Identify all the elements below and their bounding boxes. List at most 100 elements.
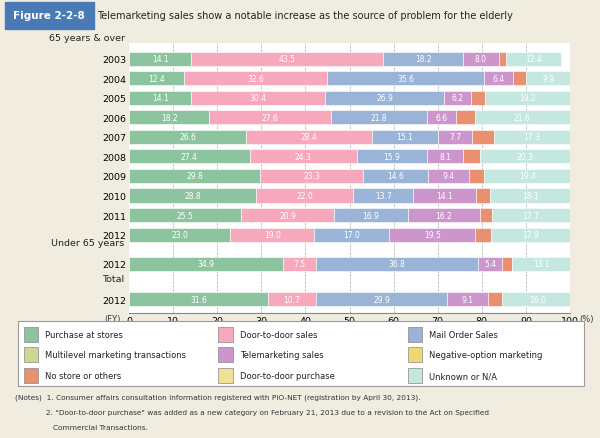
Bar (191, 53, 383, 67)
Text: 16.2: 16.2 (436, 211, 452, 220)
Bar (448, 293, 488, 307)
Bar (512, 258, 570, 272)
Bar (283, 258, 316, 272)
Bar (472, 131, 494, 145)
Bar (316, 258, 478, 272)
Bar (247, 131, 371, 145)
Bar (363, 170, 428, 184)
Bar (413, 189, 476, 203)
Text: 6.4: 6.4 (493, 74, 505, 83)
Bar (427, 150, 463, 164)
Text: 12.4: 12.4 (526, 55, 542, 64)
Text: 22.0: 22.0 (296, 191, 313, 201)
Bar (481, 150, 570, 164)
Text: 12.4: 12.4 (148, 74, 165, 83)
Text: 7.5: 7.5 (293, 260, 305, 269)
Text: 26.6: 26.6 (179, 133, 196, 142)
Bar (427, 111, 456, 125)
Text: 15.9: 15.9 (383, 152, 400, 162)
Bar (268, 293, 316, 307)
Text: 8.0: 8.0 (475, 55, 487, 64)
Bar (314, 228, 389, 242)
Bar (407, 327, 422, 342)
Text: Unknown or N/A: Unknown or N/A (429, 371, 497, 381)
Text: 10.7: 10.7 (284, 295, 301, 304)
Bar (5, 3, 94, 30)
Bar (129, 189, 256, 203)
Bar (494, 131, 570, 145)
Bar (512, 72, 526, 86)
Bar (444, 92, 471, 106)
Text: 27.6: 27.6 (262, 113, 278, 123)
Bar (463, 53, 499, 67)
Bar (479, 208, 492, 223)
Text: 25.5: 25.5 (177, 211, 194, 220)
Text: 28.8: 28.8 (184, 191, 201, 201)
Text: (%): (%) (579, 314, 593, 323)
Bar (129, 150, 250, 164)
Bar (250, 150, 357, 164)
Bar (407, 369, 422, 384)
Bar (502, 258, 512, 272)
Bar (241, 208, 334, 223)
Text: 19.2: 19.2 (519, 94, 536, 103)
Bar (469, 170, 484, 184)
Bar (129, 53, 191, 67)
Text: 27.4: 27.4 (181, 152, 198, 162)
Bar (475, 111, 570, 125)
Bar (491, 228, 570, 242)
Text: 20.3: 20.3 (517, 152, 533, 162)
Text: 13.1: 13.1 (533, 260, 550, 269)
Text: 14.1: 14.1 (152, 55, 169, 64)
Text: Mail Order Sales: Mail Order Sales (429, 330, 497, 339)
Text: Negative-option marketing: Negative-option marketing (429, 350, 542, 360)
Bar (218, 327, 233, 342)
Bar (490, 189, 570, 203)
Bar (383, 53, 463, 67)
Text: 19.4: 19.4 (519, 172, 536, 181)
Text: 2. "Door-to-door purchase" was added as a new category on February 21, 2013 due : 2. "Door-to-door purchase" was added as … (15, 409, 489, 415)
Text: 36.8: 36.8 (389, 260, 406, 269)
Text: 30.4: 30.4 (250, 94, 267, 103)
Text: 35.6: 35.6 (397, 74, 415, 83)
Bar (485, 92, 570, 106)
Text: 18.1: 18.1 (522, 191, 538, 201)
Bar (478, 258, 502, 272)
Bar (129, 111, 209, 125)
Bar (129, 208, 241, 223)
Text: 17.3: 17.3 (523, 133, 540, 142)
Text: 24.3: 24.3 (295, 152, 312, 162)
Bar (23, 369, 38, 384)
Text: 29.9: 29.9 (373, 295, 390, 304)
Text: 23.3: 23.3 (304, 172, 320, 181)
Bar (499, 53, 506, 67)
Text: 5.4: 5.4 (484, 260, 496, 269)
Bar (23, 348, 38, 363)
Text: 19.5: 19.5 (424, 230, 440, 240)
Text: 14.1: 14.1 (436, 191, 453, 201)
Bar (230, 228, 314, 242)
Bar (129, 293, 268, 307)
Bar (218, 348, 233, 363)
Text: 13.7: 13.7 (375, 191, 392, 201)
Text: 23.0: 23.0 (171, 230, 188, 240)
Text: 15.1: 15.1 (397, 133, 413, 142)
Text: 14.1: 14.1 (152, 94, 169, 103)
Text: 29.8: 29.8 (187, 172, 203, 181)
Bar (463, 150, 481, 164)
Bar (357, 150, 427, 164)
Bar (325, 92, 444, 106)
Text: 17.0: 17.0 (343, 230, 360, 240)
Text: Purchase at stores: Purchase at stores (45, 330, 122, 339)
Bar (129, 258, 283, 272)
Bar (191, 92, 325, 106)
Bar (371, 131, 438, 145)
Bar (428, 170, 469, 184)
Text: (FY): (FY) (104, 314, 120, 323)
Bar (256, 189, 353, 203)
Bar (184, 72, 328, 86)
Text: 17.9: 17.9 (522, 230, 539, 240)
Bar (438, 131, 472, 145)
Bar (23, 327, 38, 342)
Bar (316, 293, 448, 307)
